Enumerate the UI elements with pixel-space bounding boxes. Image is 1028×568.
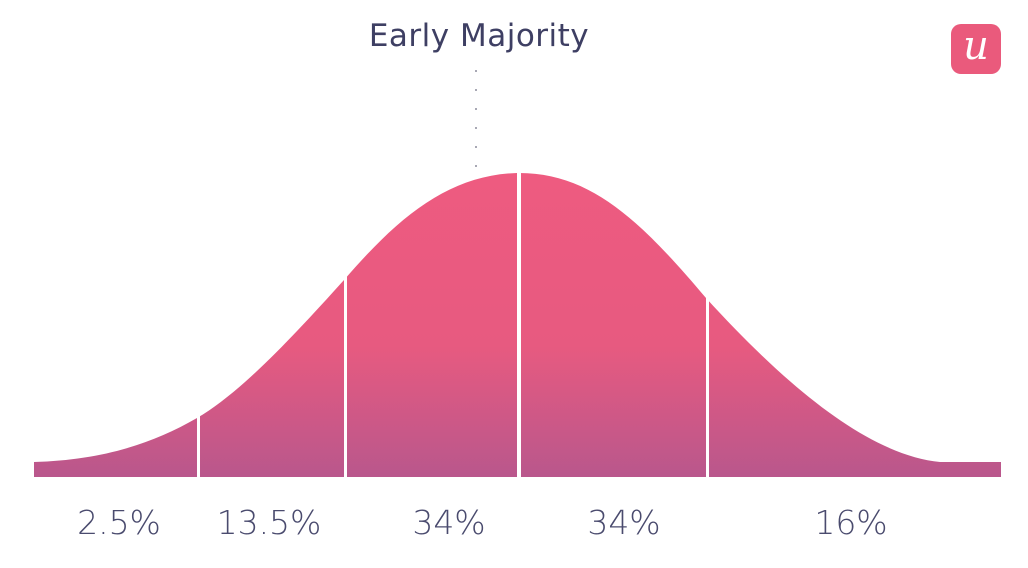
segment-innovators — [34, 172, 197, 477]
label-segment-4: 34% — [587, 503, 661, 542]
segment-laggards — [709, 172, 1001, 477]
segment-early-adopters — [200, 172, 344, 477]
udemy-logo-icon: u — [951, 24, 1001, 74]
label-segment-3: 34% — [412, 503, 486, 542]
segment-early-majority — [347, 172, 517, 477]
segment-late-majority — [521, 172, 706, 477]
logo-glyph: u — [963, 23, 989, 69]
chart-title: Early Majority — [368, 18, 590, 54]
label-segment-2: 13.5% — [216, 503, 322, 542]
label-segment-5: 16% — [814, 503, 888, 542]
label-segment-1: 2.5% — [77, 503, 161, 542]
